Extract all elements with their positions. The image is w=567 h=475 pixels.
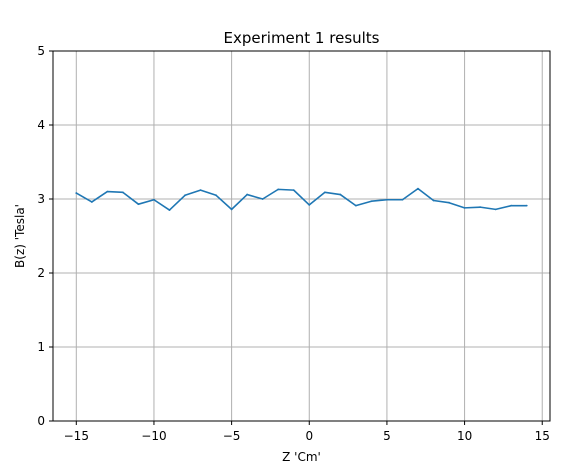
x-tick-label: 10 <box>457 429 472 443</box>
y-tick-label: 5 <box>37 44 45 58</box>
data-point <box>510 204 513 207</box>
data-point <box>463 206 466 209</box>
data-point <box>354 204 357 207</box>
x-tick-label: 15 <box>535 429 550 443</box>
data-point <box>75 192 78 194</box>
x-axis-label: Z 'Cm' <box>282 450 321 464</box>
data-point <box>153 198 155 201</box>
data-point <box>494 208 497 211</box>
data-point <box>121 191 124 194</box>
chart-title: Experiment 1 results <box>224 29 380 47</box>
y-tick-label: 4 <box>37 118 45 132</box>
data-point <box>277 188 280 191</box>
x-tick-label: 0 <box>305 429 313 443</box>
data-point <box>292 189 295 192</box>
y-tick-label: 3 <box>37 192 45 206</box>
data-point <box>230 208 233 211</box>
data-point <box>137 203 140 206</box>
plot-frame <box>52 50 551 422</box>
y-axis-label: B(z) 'Tesla' <box>13 204 27 268</box>
data-point <box>339 193 342 196</box>
series-line <box>75 187 527 211</box>
series-layer <box>75 187 528 212</box>
x-tick-label: −5 <box>223 429 241 443</box>
x-tick-label: −15 <box>64 429 89 443</box>
data-point <box>479 206 482 209</box>
data-point <box>90 201 93 203</box>
data-point <box>525 204 528 207</box>
data-point <box>246 193 249 196</box>
data-point <box>323 191 326 194</box>
data-point <box>432 199 435 202</box>
x-axis-ticks: −15 −10 −5 0 5 10 15 <box>64 421 550 443</box>
data-point <box>199 189 202 192</box>
data-point <box>386 198 388 201</box>
y-axis-ticks: 0 1 2 3 4 5 <box>37 44 53 428</box>
data-point <box>106 190 109 193</box>
y-tick-label: 1 <box>37 340 45 354</box>
data-point <box>308 204 311 206</box>
y-tick-label: 2 <box>37 266 45 280</box>
data-point <box>401 198 404 201</box>
data-point <box>215 194 217 197</box>
y-tick-label: 0 <box>37 414 45 428</box>
x-tick-label: 5 <box>383 429 391 443</box>
data-point <box>417 187 419 190</box>
data-point <box>448 201 450 204</box>
grid <box>53 50 550 422</box>
data-point <box>168 209 171 212</box>
x-tick-label: −10 <box>141 429 166 443</box>
data-point <box>184 194 186 197</box>
data-point <box>370 200 373 203</box>
data-point <box>261 198 264 200</box>
